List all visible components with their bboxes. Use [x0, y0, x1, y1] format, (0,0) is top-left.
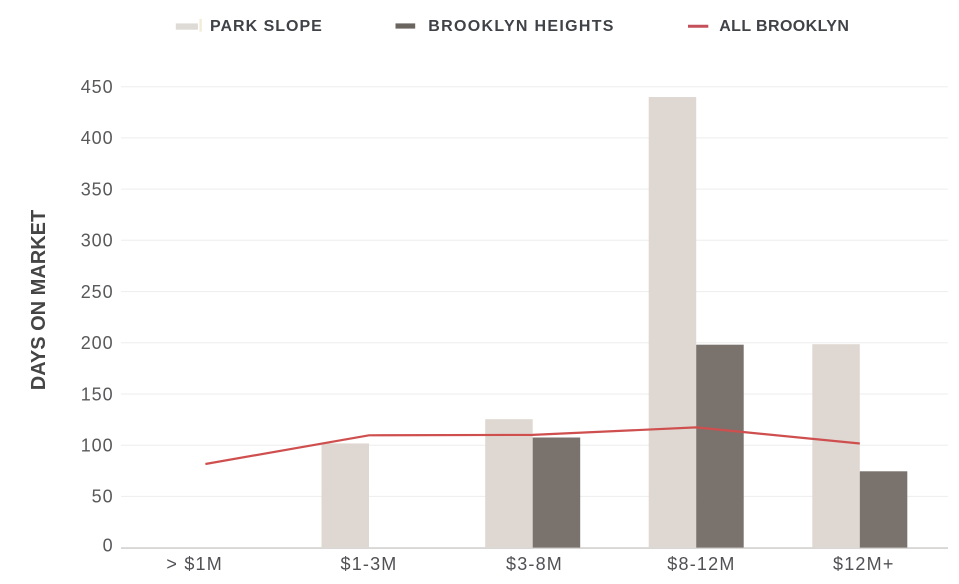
svg-text:100: 100 — [81, 436, 114, 456]
svg-text:> $1M: > $1M — [166, 554, 223, 574]
svg-text:150: 150 — [81, 384, 114, 404]
svg-text:250: 250 — [81, 282, 114, 302]
svg-text:300: 300 — [81, 231, 114, 251]
svg-text:DAYS ON MARKET: DAYS ON MARKET — [28, 210, 50, 390]
svg-text:$8-12M: $8-12M — [667, 554, 735, 574]
svg-text:PARK SLOPE: PARK SLOPE — [210, 18, 323, 35]
svg-text:0: 0 — [103, 536, 114, 556]
svg-text:$1-3M: $1-3M — [340, 554, 397, 574]
svg-text:50: 50 — [92, 487, 114, 507]
svg-text:$12M+: $12M+ — [833, 554, 895, 574]
svg-text:450: 450 — [81, 77, 114, 97]
svg-text:200: 200 — [81, 333, 114, 353]
svg-text:BROOKLYN HEIGHTS: BROOKLYN HEIGHTS — [428, 18, 614, 35]
svg-text:$3-8M: $3-8M — [506, 554, 563, 574]
svg-text:350: 350 — [81, 179, 114, 199]
svg-text:ALL BROOKLYN: ALL BROOKLYN — [719, 18, 849, 35]
svg-text:400: 400 — [81, 128, 114, 148]
